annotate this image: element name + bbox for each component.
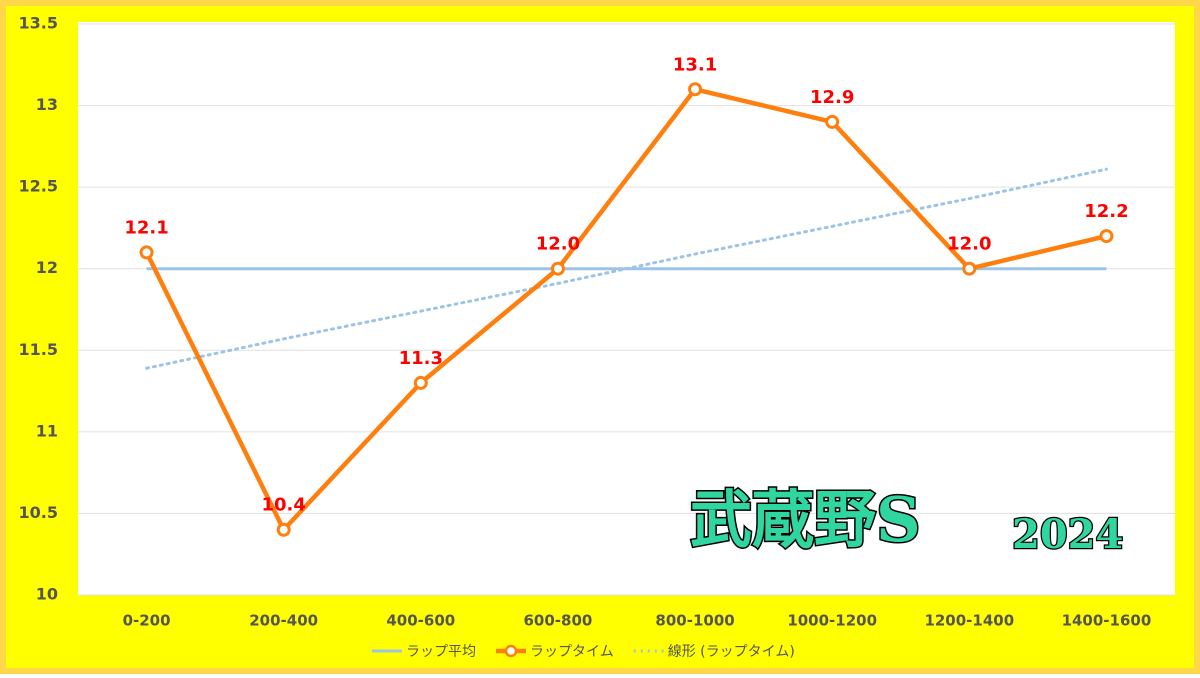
legend-label: ラップ平均 — [406, 644, 476, 660]
data-label: 13.1 — [673, 54, 717, 75]
trend-line — [145, 167, 1108, 370]
legend-label: 線形 (ラップタイム) — [668, 644, 795, 660]
legend-label: ラップタイム — [530, 644, 614, 660]
y-tick-label: 12 — [36, 258, 58, 277]
point — [962, 261, 977, 276]
point — [550, 261, 565, 276]
data-label: 12.9 — [810, 87, 854, 108]
point — [825, 114, 840, 129]
data-label: 12.0 — [947, 234, 991, 255]
race-year: 2024 — [1012, 511, 1123, 558]
y-tick-label: 12.5 — [19, 177, 58, 196]
race-name: 武蔵野S — [690, 483, 921, 556]
legend: ラップ平均 ラップタイム 線形 (ラップタイム) — [372, 644, 795, 660]
plot-area — [78, 22, 1175, 595]
marks: 12.1 10.4 11.3 12.0 13.1 12.9 12.0 12.2 — [124, 54, 1129, 537]
point — [276, 522, 291, 537]
y-tick-label: 11 — [36, 421, 58, 440]
y-tick-label: 13 — [36, 95, 58, 114]
y-tick-label: 10 — [36, 585, 58, 604]
x-tick-label: 1400-1600 — [1062, 612, 1152, 630]
x-tick-label: 1200-1400 — [924, 612, 1014, 630]
point — [413, 375, 428, 390]
data-label: 10.4 — [261, 495, 305, 516]
point — [1099, 229, 1114, 244]
y-tick-label: 11.5 — [19, 340, 58, 359]
y-tick-label: 13.5 — [19, 14, 58, 33]
x-tick-label: 400-600 — [386, 612, 455, 630]
data-label: 12.1 — [124, 217, 168, 238]
x-tick-label: 800-1000 — [655, 612, 734, 630]
data-label: 12.0 — [536, 234, 580, 255]
series-line — [144, 87, 1107, 532]
x-tick-label: 0-200 — [123, 612, 171, 630]
point — [688, 82, 703, 97]
y-tick-label: 10.5 — [19, 503, 58, 522]
data-label: 12.2 — [1084, 201, 1128, 222]
legend-marker — [504, 644, 518, 658]
x-tick-label: 200-400 — [249, 612, 318, 630]
point — [139, 245, 154, 260]
x-tick-label: 600-800 — [524, 612, 593, 630]
data-label: 11.3 — [399, 348, 443, 369]
x-tick-label: 1000-1200 — [787, 612, 877, 630]
annotation: 武蔵野S 2024 — [689, 482, 1125, 560]
